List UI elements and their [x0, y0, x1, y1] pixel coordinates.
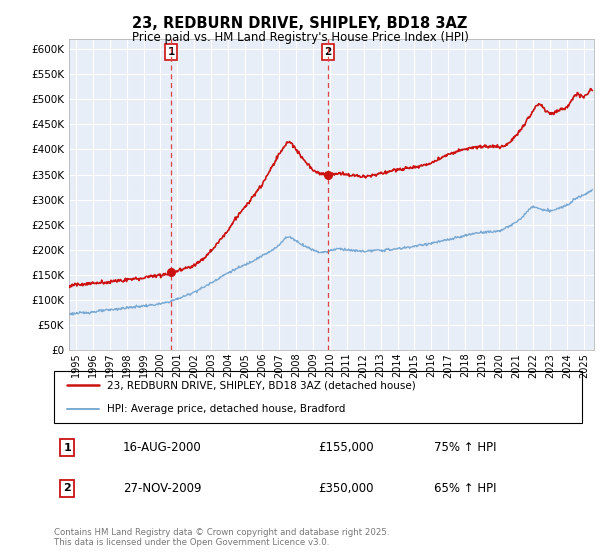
- Text: HPI: Average price, detached house, Bradford: HPI: Average price, detached house, Brad…: [107, 404, 345, 414]
- Text: 65% ↑ HPI: 65% ↑ HPI: [434, 482, 497, 495]
- Text: Contains HM Land Registry data © Crown copyright and database right 2025.
This d: Contains HM Land Registry data © Crown c…: [54, 528, 389, 547]
- Text: 16-AUG-2000: 16-AUG-2000: [122, 441, 202, 454]
- Text: £155,000: £155,000: [318, 441, 374, 454]
- Text: 1: 1: [64, 443, 71, 453]
- Text: £350,000: £350,000: [318, 482, 373, 495]
- Text: 27-NOV-2009: 27-NOV-2009: [122, 482, 201, 495]
- Text: 75% ↑ HPI: 75% ↑ HPI: [434, 441, 497, 454]
- Text: 23, REDBURN DRIVE, SHIPLEY, BD18 3AZ (detached house): 23, REDBURN DRIVE, SHIPLEY, BD18 3AZ (de…: [107, 380, 416, 390]
- Text: 2: 2: [325, 47, 332, 57]
- Text: 1: 1: [167, 47, 175, 57]
- Text: 2: 2: [64, 483, 71, 493]
- Text: 23, REDBURN DRIVE, SHIPLEY, BD18 3AZ: 23, REDBURN DRIVE, SHIPLEY, BD18 3AZ: [133, 16, 467, 31]
- Text: Price paid vs. HM Land Registry's House Price Index (HPI): Price paid vs. HM Land Registry's House …: [131, 31, 469, 44]
